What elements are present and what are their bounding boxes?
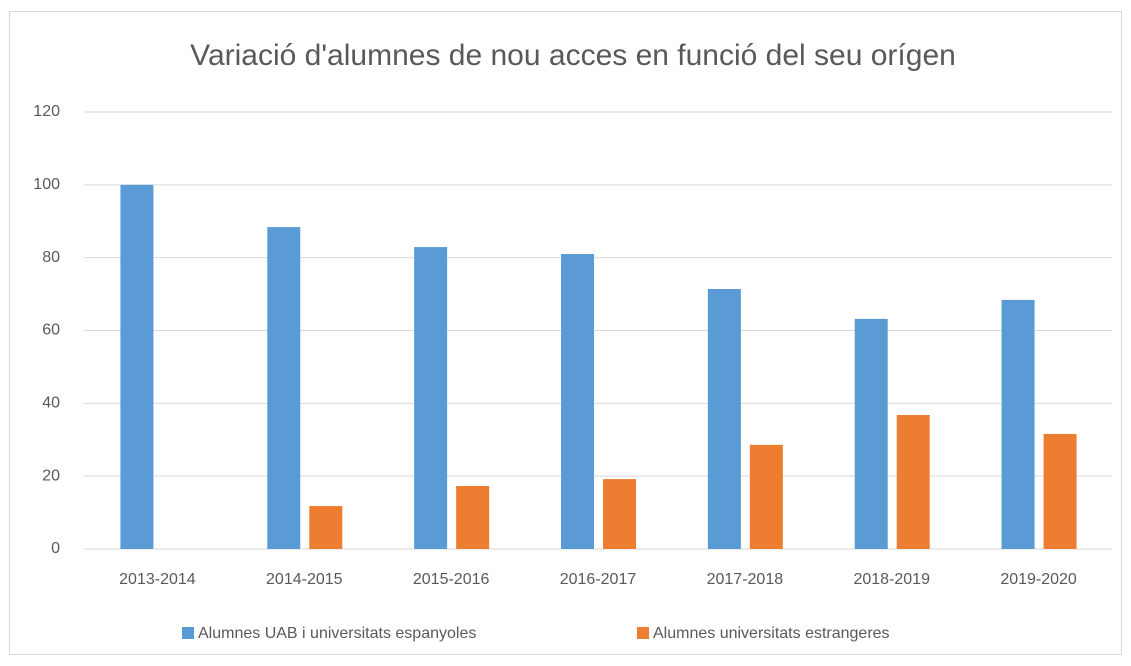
bar (414, 247, 448, 549)
bar (1043, 433, 1077, 549)
x-tick-label: 2019-2020 (1000, 571, 1077, 588)
x-tick-label: 2014-2015 (266, 571, 343, 588)
bar (309, 506, 343, 549)
x-tick-label: 2018-2019 (853, 571, 930, 588)
bar (854, 318, 888, 549)
y-tick-label: 0 (51, 540, 60, 557)
y-tick-label: 60 (42, 322, 60, 339)
legend-label: Alumnes UAB i universitats espanyoles (198, 625, 476, 642)
y-tick-label: 120 (33, 103, 60, 120)
y-tick-label: 100 (33, 176, 60, 193)
bar (120, 184, 154, 550)
bar (1001, 299, 1035, 549)
bar (896, 414, 930, 549)
bar (456, 485, 490, 549)
y-tick-label: 80 (42, 249, 60, 266)
legend-label: Alumnes universitats estrangeres (653, 625, 890, 642)
bar (561, 254, 594, 549)
legend-swatch (182, 627, 194, 639)
bar (267, 227, 301, 549)
x-tick-label: 2016-2017 (560, 571, 637, 588)
bar (707, 288, 741, 549)
bar (749, 444, 783, 549)
x-tick-label: 2013-2014 (119, 571, 196, 588)
y-tick-label: 40 (42, 395, 60, 412)
x-tick-label: 2017-2018 (707, 571, 784, 588)
x-tick-label: 2015-2016 (413, 571, 490, 588)
chart-title: Variació d'alumnes de nou acces en funci… (190, 39, 956, 72)
bar (603, 479, 636, 549)
y-tick-label: 20 (42, 467, 60, 484)
legend-swatch (637, 627, 649, 639)
